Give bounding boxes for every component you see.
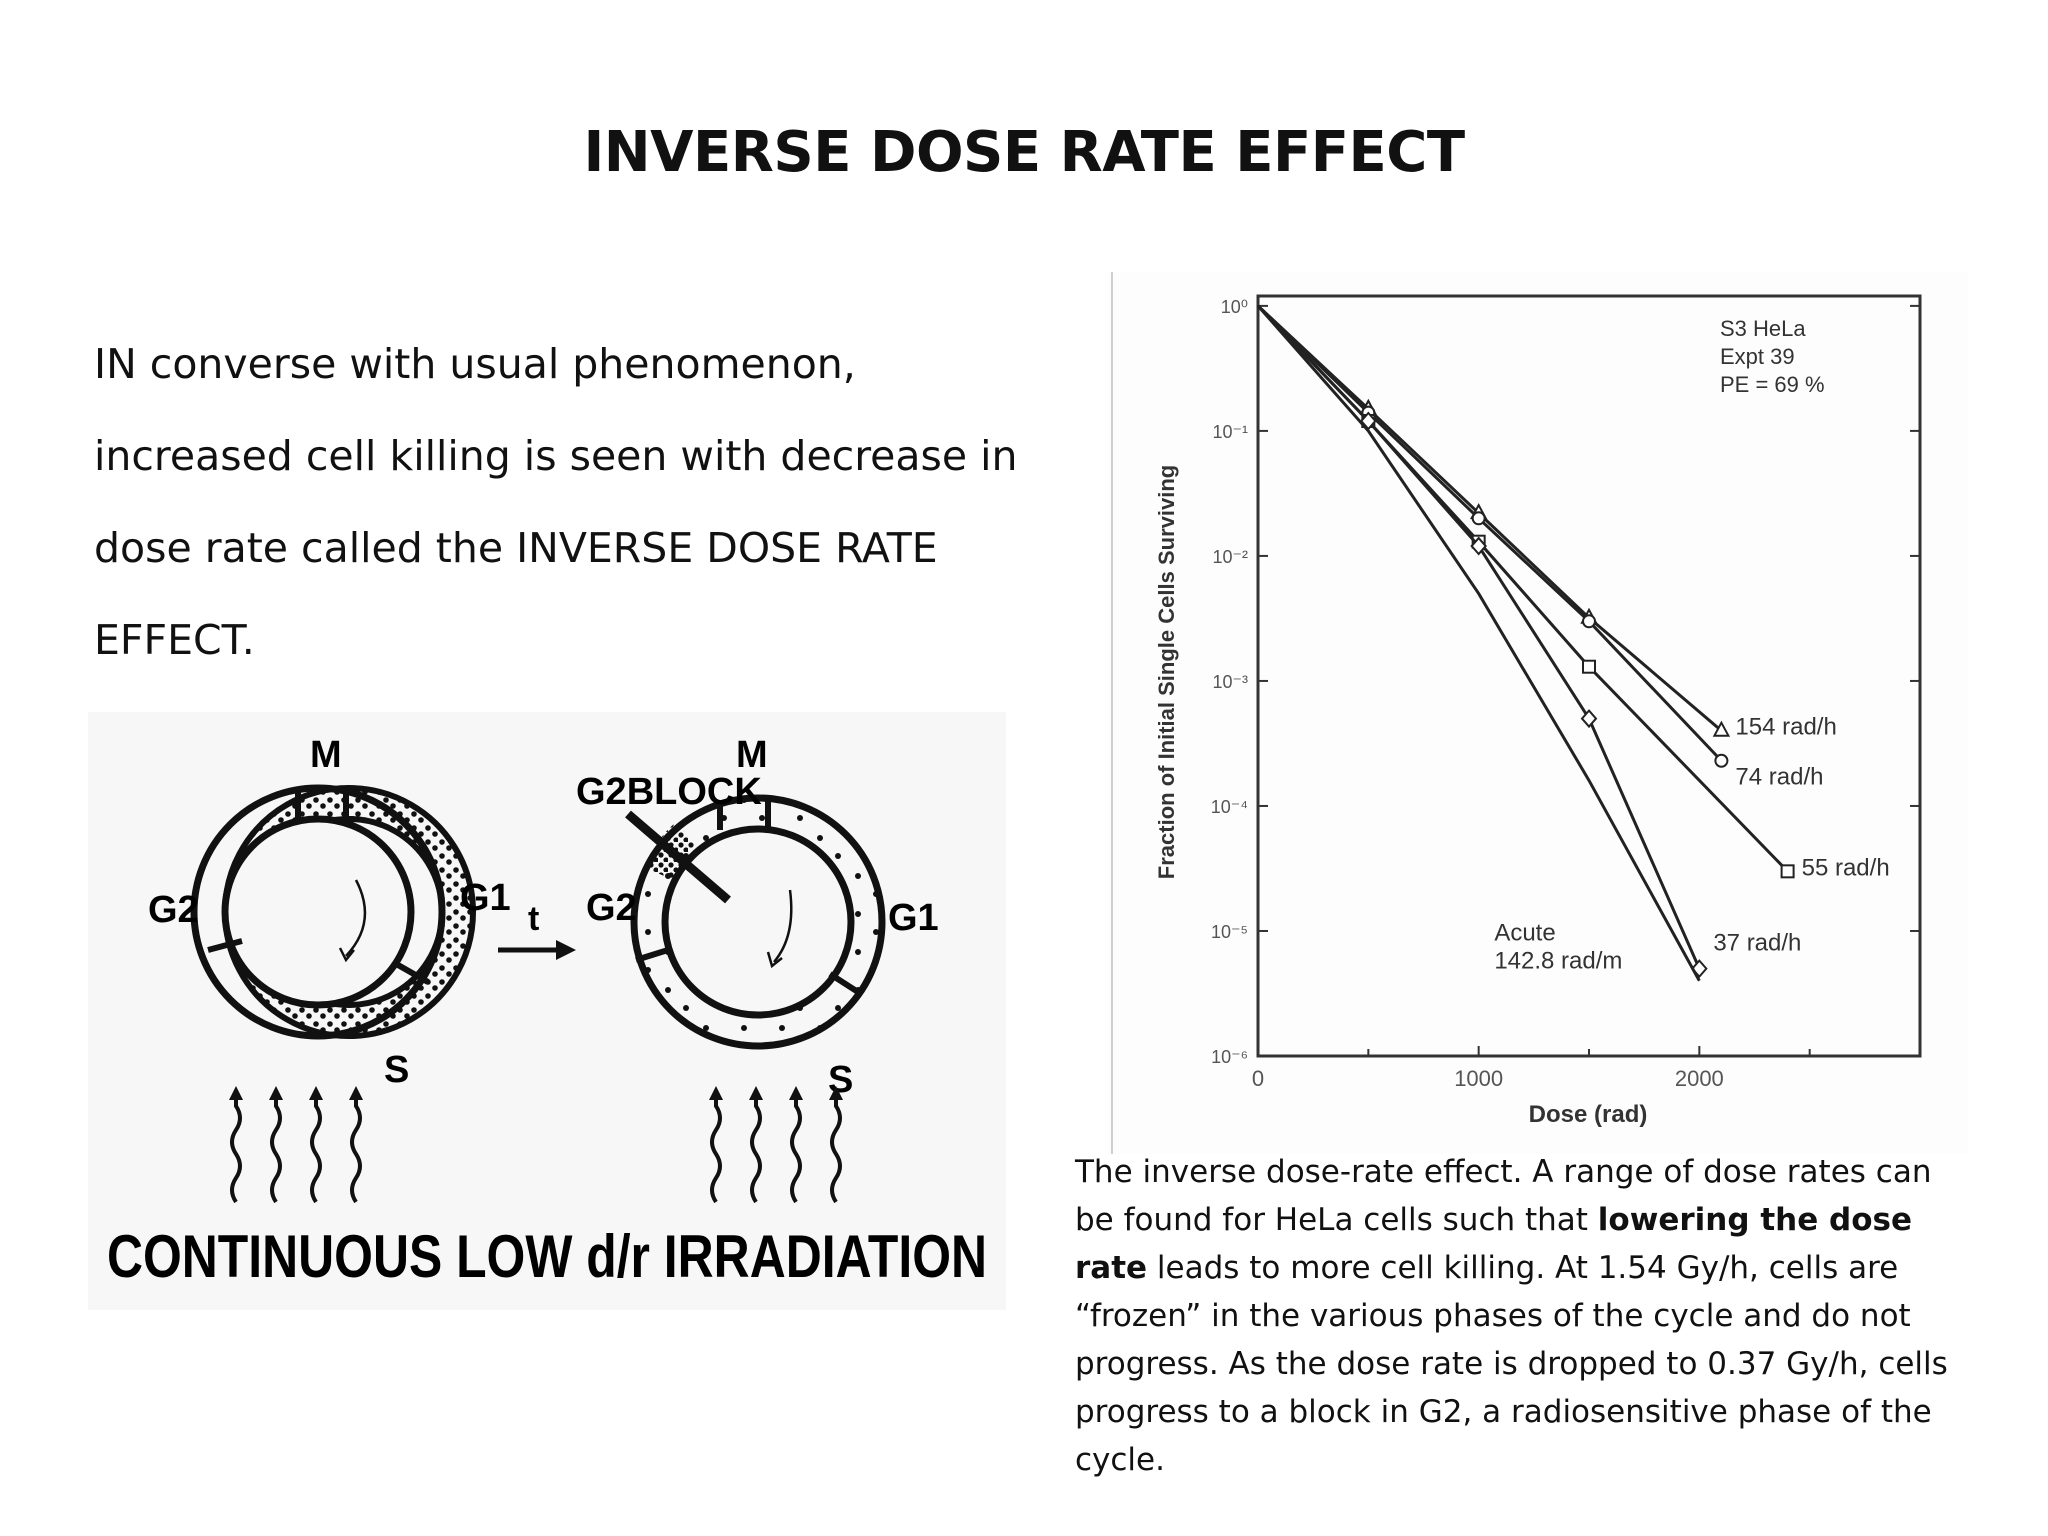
intro-line: dose rate called the INVERSE DOSE RATE <box>94 524 938 572</box>
series-label: Acute <box>1494 920 1555 947</box>
survival-chart: 10⁰ 10⁻¹ 10⁻² 10⁻³ 10⁻⁴ 10⁻⁵ 10⁻⁶ 0 1000 2000 15… <box>1108 272 1968 1154</box>
caption-text: leads to more cell killing. At 1.54 Gy/h… <box>1075 1250 1948 1478</box>
y-tick-label: 10⁻³ <box>1212 672 1248 692</box>
arrowhead-icon <box>709 1086 843 1100</box>
series-label: 154 rad/h <box>1735 714 1836 741</box>
cell-cycle-diagram: M G2 G1 S t G2BLOCK M G2 G1 S <box>107 734 987 1290</box>
time-label: t <box>528 900 539 938</box>
data-point <box>1582 614 1596 629</box>
data-point <box>1714 753 1729 768</box>
x-axis-label: Dose (rad) <box>1529 1101 1648 1128</box>
figure-caption: The inverse dose-rate effect. A range of… <box>1075 1148 1975 1484</box>
g2-block-label: G2BLOCK <box>576 771 762 813</box>
arrowhead-icon <box>229 1086 363 1100</box>
phase-g2-label: G2 <box>586 887 637 929</box>
cell-cycle-figure: M G2 G1 S t G2BLOCK M G2 G1 S <box>88 712 1006 1310</box>
survival-chart-svg: 10⁰ 10⁻¹ 10⁻² 10⁻³ 10⁻⁴ 10⁻⁵ 10⁻⁶ 0 1000 2000 15… <box>1111 272 1922 1154</box>
cell-cycle-wheel-after <box>625 794 886 1050</box>
y-tick-label: 10⁻⁶ <box>1211 1047 1248 1067</box>
caption-text: The inverse dose-rate effect. A range of… <box>1075 1154 1932 1238</box>
slide-title: INVERSE DOSE RATE EFFECT <box>583 120 1465 185</box>
data-point <box>1580 709 1598 729</box>
phase-g1-label: G1 <box>888 897 939 939</box>
x-tick-label: 0 <box>1252 1066 1264 1091</box>
phase-s-label: S <box>384 1049 409 1091</box>
x-tick-label: 1000 <box>1454 1066 1503 1091</box>
phase-g2-label: G2 <box>148 889 199 931</box>
series-line <box>1256 304 1701 982</box>
y-tick-label: 10⁻⁴ <box>1211 797 1248 817</box>
radiation-arrows-right <box>710 1096 842 1204</box>
series-label: 37 rad/h <box>1713 930 1801 957</box>
series-line <box>1256 304 1723 732</box>
y-tick-label: 10⁻⁵ <box>1211 922 1248 942</box>
y-tick-label: 10⁰ <box>1221 297 1248 317</box>
series-line <box>1256 304 1723 762</box>
y-tick-label: 10⁻² <box>1212 547 1248 567</box>
data-point <box>1712 720 1731 737</box>
phase-g1-label: G1 <box>460 877 511 919</box>
caption-emphasis: lowering the dose rate <box>1075 1202 1913 1286</box>
legend-text: PE = 69 % <box>1720 372 1825 397</box>
data-point <box>1780 864 1795 879</box>
phase-m-label: M <box>736 734 768 776</box>
data-point <box>1471 511 1486 526</box>
data-point <box>1582 659 1596 674</box>
intro-line: increased cell killing is seen with decr… <box>94 432 1018 480</box>
intro-line: EFFECT. <box>94 616 255 664</box>
intro-line: IN converse with usual phenomenon, <box>94 340 856 388</box>
legend-text: Expt 39 <box>1720 344 1795 369</box>
arrowhead-icon <box>556 940 576 960</box>
y-axis-label: Fraction of Initial Single Cells Survivi… <box>1154 465 1179 879</box>
intro-paragraph: IN converse with usual phenomenon, incre… <box>94 318 1054 686</box>
series-line <box>1256 304 1701 970</box>
series-label: 74 rad/h <box>1735 764 1823 791</box>
data-point <box>1470 536 1487 556</box>
series-label: 142.8 rad/m <box>1494 948 1622 975</box>
radiation-arrows-left <box>230 1096 362 1204</box>
phase-m-label: M <box>310 734 342 776</box>
cell-cycle-wheel-before <box>190 784 476 1040</box>
irradiation-caption: CONTINUOUS LOW d/r IRRADIATION <box>107 1223 987 1290</box>
x-tick-label: 2000 <box>1675 1066 1724 1091</box>
legend-text: S3 HeLa <box>1720 316 1806 341</box>
y-tick-label: 10⁻¹ <box>1212 422 1248 442</box>
series-label: 55 rad/h <box>1802 854 1890 881</box>
